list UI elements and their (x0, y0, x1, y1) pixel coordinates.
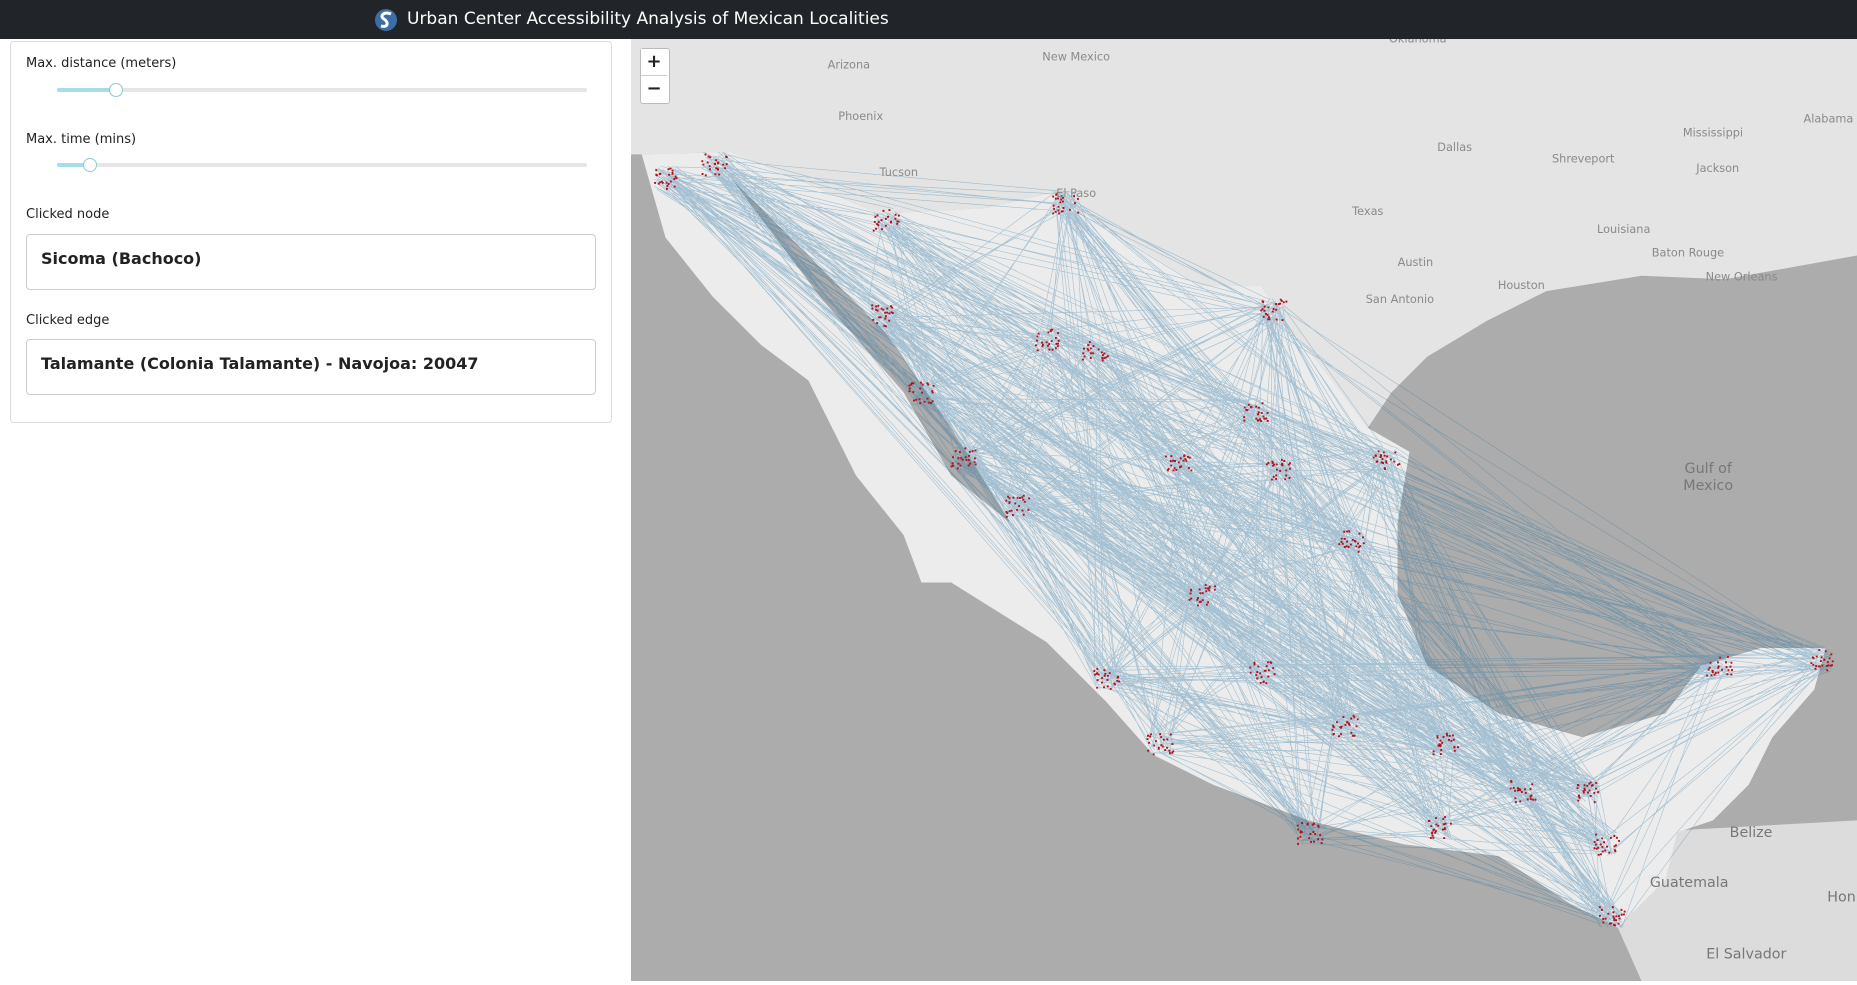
map-label: Louisiana (1597, 223, 1650, 236)
field-label: Clicked edge (26, 313, 110, 328)
sidebar: Max. distance (meters) Max. time (mins) … (0, 39, 631, 981)
map[interactable]: Oklahoma Arizona New Mexico Phoenix Tucson El… (631, 33, 1857, 981)
map-label: New Orleans (1706, 270, 1778, 283)
time-slider[interactable] (57, 158, 587, 172)
zoom-in[interactable]: + (641, 49, 667, 76)
map-label: Alabama (1804, 112, 1854, 125)
map-label: Baton Rouge (1652, 247, 1724, 260)
control-panel: Max. distance (meters) Max. time (mins) … (10, 41, 612, 423)
map-label: Hon (1827, 889, 1856, 905)
map-label: Gulf of (1685, 461, 1733, 477)
gulf-of-california (730, 178, 1011, 524)
network (653, 151, 1834, 928)
mexico-land (641, 151, 1827, 928)
distance-slider[interactable] (57, 83, 587, 97)
map-label: San Antonio (1366, 293, 1434, 306)
map-label: Phoenix (838, 110, 883, 123)
map-label: Mexico (1683, 478, 1733, 494)
node-output[interactable]: Sicoma (Bachoco) (26, 234, 596, 290)
us-land (631, 39, 1857, 428)
map-label: Guatemala (1650, 875, 1729, 891)
map-label: Arizona (828, 59, 870, 72)
map-labels: Oklahoma Arizona New Mexico Phoenix Tucson El… (828, 33, 1856, 963)
zoom-control: + − (640, 48, 670, 104)
map-label: Oklahoma (1389, 39, 1447, 46)
map-label: El Paso (1056, 187, 1096, 200)
edges (653, 151, 1832, 928)
map-label: Shreveport (1552, 153, 1615, 166)
map-label: Mississippi (1683, 127, 1743, 140)
map-label: Belize (1730, 825, 1773, 841)
zoom-out[interactable]: − (641, 76, 667, 102)
field-label: Clicked node (26, 207, 110, 222)
slider-label: Max. distance (meters) (26, 56, 177, 71)
map-label: Tucson (879, 166, 919, 179)
edge-output[interactable]: Talamante (Colonia Talamante) - Navojoa:… (26, 339, 596, 395)
map-label: Austin (1398, 256, 1434, 269)
map-label: New Mexico (1042, 50, 1110, 63)
map-label: Dallas (1437, 141, 1472, 154)
map-label: Jackson (1695, 162, 1739, 175)
app-title: Urban Center Accessibility Analysis of M… (407, 9, 889, 29)
map-label: Texas (1351, 205, 1383, 218)
central-america (1617, 820, 1857, 981)
slider-label: Max. time (mins) (26, 132, 137, 147)
map-label: El Salvador (1706, 946, 1786, 962)
logo (375, 9, 397, 31)
map-label: Houston (1498, 279, 1545, 292)
map-canvas: Oklahoma Arizona New Mexico Phoenix Tucson El… (631, 33, 1857, 981)
top-bar: Urban Center Accessibility Analysis of M… (0, 0, 1857, 39)
